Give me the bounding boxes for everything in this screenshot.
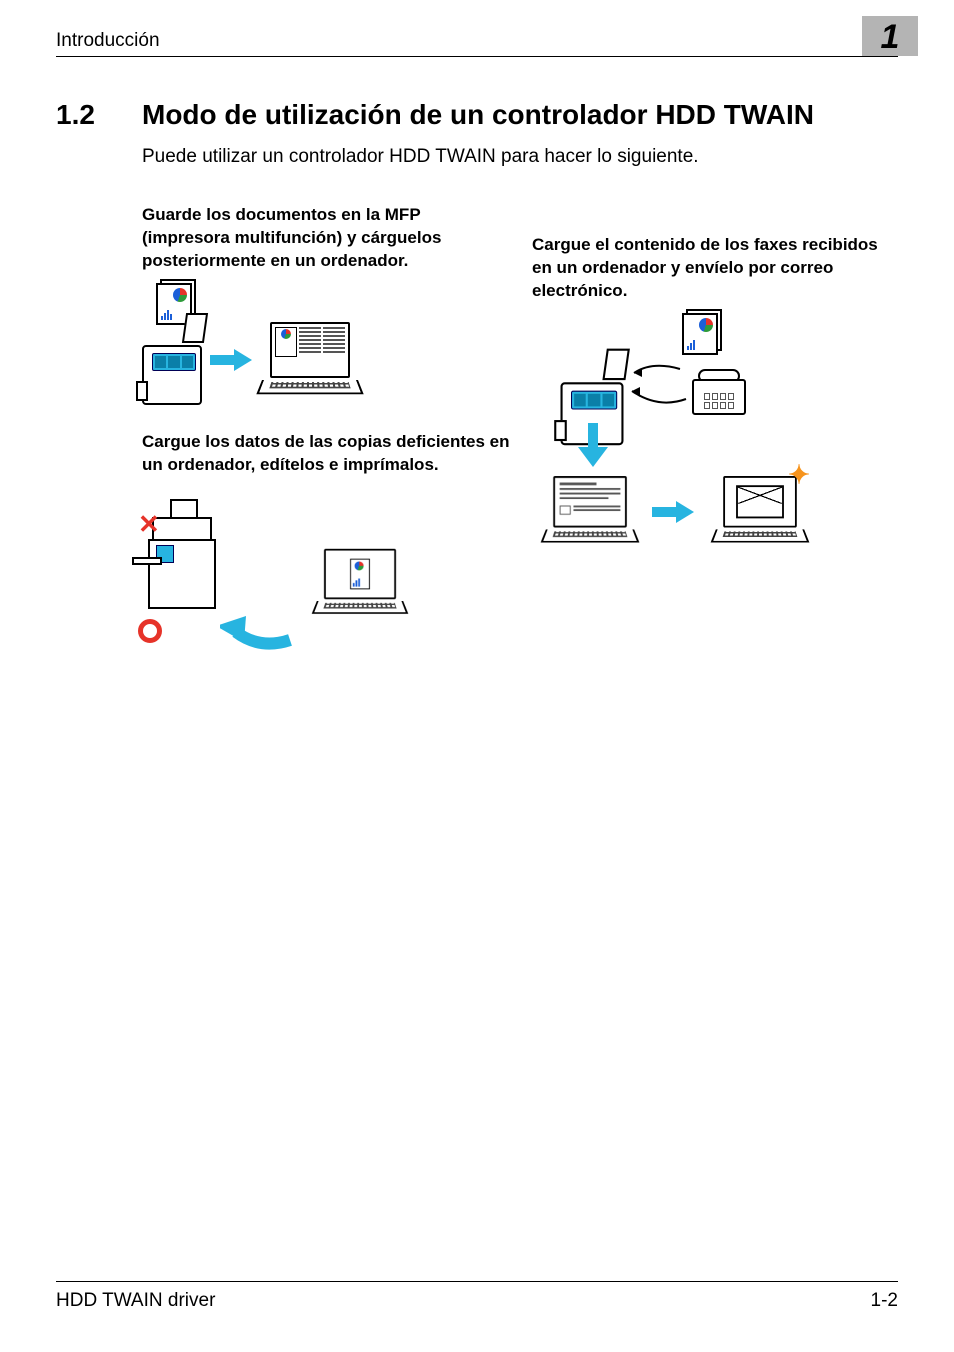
- block1-title: Guarde los documentos en la MFP (impreso…: [142, 204, 512, 273]
- wire-icon-2: [630, 387, 688, 411]
- wire-icon: [632, 359, 682, 379]
- envelope-icon: [736, 485, 784, 518]
- breadcrumb: Introducción: [56, 30, 160, 52]
- section-title: Modo de utilización de un controlador HD…: [142, 97, 814, 132]
- arrow-right-icon-2: [652, 501, 696, 523]
- arrow-down-icon: [578, 423, 608, 472]
- block3-title: Cargue el contenido de los faxes recibid…: [532, 234, 898, 303]
- block2-title: Cargue los datos de las copias deficient…: [142, 431, 512, 477]
- laptop-receive-icon: [546, 476, 634, 546]
- chapter-number: 1: [881, 20, 900, 54]
- arrow-right-icon: [210, 349, 254, 371]
- section-number: 1.2: [56, 99, 112, 131]
- diagram-2: ✕: [142, 487, 512, 667]
- page-footer: HDD TWAIN driver 1-2: [56, 1281, 898, 1312]
- laptop-edit-icon: [317, 548, 403, 616]
- page-header: Introducción 1: [56, 30, 898, 57]
- x-mark-icon: ✕: [138, 509, 160, 540]
- diagram-3: ✦: [532, 313, 898, 573]
- fax-icon: [692, 369, 746, 415]
- section-intro: Puede utilizar un controlador HDD TWAIN …: [142, 146, 898, 168]
- laptop-send-icon: ✦: [716, 476, 804, 546]
- footer-product: HDD TWAIN driver: [56, 1290, 215, 1312]
- chapter-badge: 1: [862, 16, 918, 56]
- laptop-icon: [262, 322, 358, 398]
- footer-page: 1-2: [871, 1290, 898, 1312]
- o-mark-icon: [138, 619, 162, 643]
- spark-icon: ✦: [788, 459, 810, 489]
- arrow-curve-back-icon: [220, 595, 300, 650]
- mfp-icon: [142, 315, 202, 405]
- section-heading: 1.2 Modo de utilización de un controlado…: [56, 97, 898, 132]
- diagram-1: [142, 283, 512, 413]
